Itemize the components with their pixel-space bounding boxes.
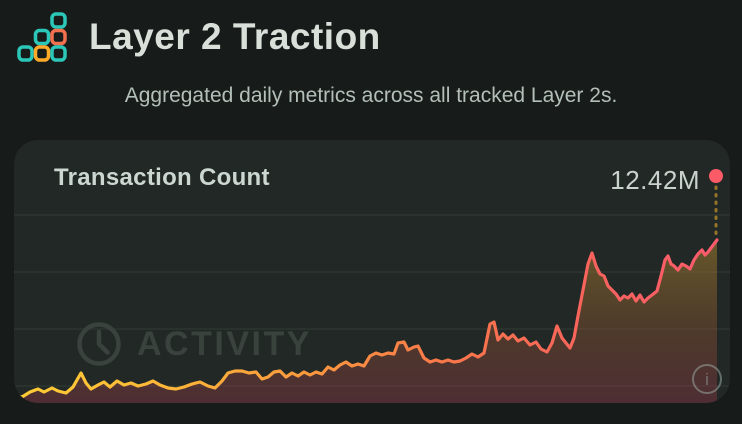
latest-value: 12.42M [610,165,700,195]
page-title: Layer 2 Traction [89,16,381,57]
traction-chart [14,169,730,403]
info-icon[interactable]: i [692,364,722,394]
transaction-count-card: ACTIVITY Transaction Count 12.42M i [14,140,730,403]
app-header: Layer 2 Traction [17,12,381,62]
page-subtitle: Aggregated daily metrics across all trac… [124,84,618,107]
chart-title: Transaction Count [54,164,270,191]
app-logo-icon [17,12,67,62]
